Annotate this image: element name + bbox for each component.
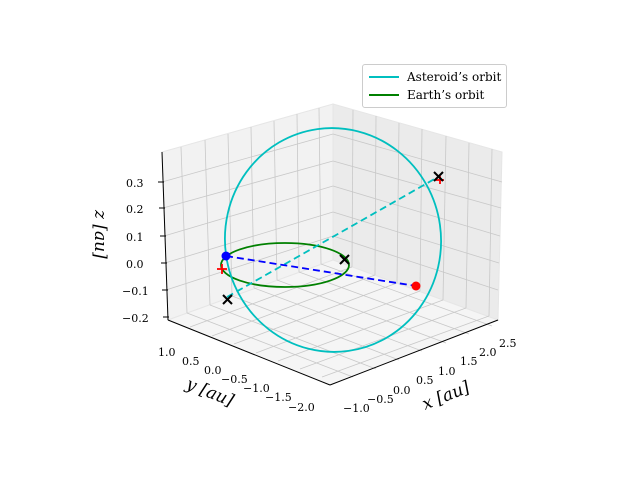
y-tick: 0.0 [204, 364, 222, 377]
x-tick: 2.0 [479, 346, 497, 359]
legend-line-icon [369, 94, 399, 96]
axes-lines [158, 151, 499, 386]
earth-marker [221, 251, 231, 261]
legend-item-earth: Earth’s orbit [369, 86, 484, 104]
legend-line-icon [369, 76, 399, 78]
z-tick: 0.2 [126, 203, 144, 216]
x-tick: 2.5 [499, 337, 517, 350]
legend-label: Asteroid’s orbit [407, 70, 502, 84]
earth-orbit [220, 242, 350, 288]
y-tick: −1.0 [243, 382, 270, 395]
x-tick: 1.5 [460, 355, 478, 368]
x-tick: −0.5 [367, 393, 394, 406]
x-markers [222, 171, 444, 305]
x-tick: 0.0 [393, 384, 411, 397]
z-tick: −0.1 [122, 285, 149, 298]
z-tick: 0.0 [126, 258, 144, 271]
x-tick: 1.0 [438, 365, 456, 378]
line-of-nodes [226, 176, 439, 298]
z-tick: 0.1 [126, 231, 144, 244]
z-tick: −0.2 [122, 312, 149, 325]
asteroid-marker [411, 281, 421, 291]
z-tick: 0.3 [126, 177, 144, 190]
x-tick: 0.5 [416, 374, 434, 387]
y-tick: −0.5 [221, 373, 248, 386]
y-tick: −2.0 [288, 401, 315, 414]
y-tick: −1.5 [265, 391, 292, 404]
legend-label: Earth’s orbit [407, 88, 485, 102]
y-tick: 1.0 [158, 346, 176, 359]
earth-asteroid-line [225, 255, 417, 287]
legend-item-asteroid: Asteroid’s orbit [369, 68, 501, 86]
y-tick: 0.5 [182, 355, 200, 368]
legend: Asteroid’s orbit Earth’s orbit [362, 64, 507, 108]
z-axis-label: z [au] [90, 209, 110, 259]
x-tick: −1.0 [343, 402, 370, 415]
